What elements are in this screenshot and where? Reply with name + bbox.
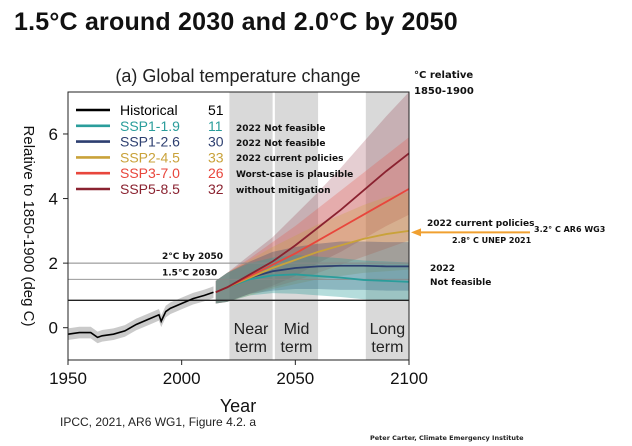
legend-note: 2022 Not feasible <box>236 139 326 149</box>
band-ssp585 <box>215 92 409 304</box>
legend-note: Worst-case is plausible <box>236 170 353 180</box>
period-label-top: Near <box>234 321 269 338</box>
period-label-bottom: term <box>235 339 267 356</box>
band-ssp370 <box>215 137 409 304</box>
arrow-head-icon <box>411 228 421 237</box>
y-tick-label: 4 <box>49 190 58 209</box>
legend-count: 51 <box>208 102 224 118</box>
annotation-unep: 2.8° C UNEP 2021 <box>452 236 532 245</box>
corner-label-line1: °C relative <box>414 70 473 81</box>
x-tick-label: 2050 <box>276 369 314 388</box>
period-label-bottom: term <box>280 339 312 356</box>
reference-label: 1.5°C 2030 <box>162 268 217 278</box>
period-label-top: Mid <box>284 321 310 338</box>
x-axis-label: Year <box>220 396 256 416</box>
annotation-ar6: 3.2° C AR6 WG3 <box>534 225 605 234</box>
legend-note: without mitigation <box>236 186 330 196</box>
legend-name: SSP1-1.9 <box>120 118 180 134</box>
band-ssp245 <box>215 192 409 304</box>
period-label-top: Long <box>370 321 406 338</box>
annotation-not-feasible-year: 2022 <box>430 264 455 274</box>
legend-name: SSP5-8.5 <box>120 181 180 197</box>
legend-count: 26 <box>208 165 224 181</box>
period-band-2 <box>365 92 409 360</box>
y-tick-label: 6 <box>49 125 58 144</box>
legend-note: 2022 Not feasible <box>236 124 326 134</box>
chart-title: (a) Global temperature change <box>115 66 360 86</box>
annotation-current-policies: 2022 current policies <box>427 219 534 229</box>
credit-left: IPCC, 2021, AR6 WG1, Figure 4.2. a <box>60 415 256 429</box>
period-band-1 <box>274 92 319 360</box>
reference-label: 2°C by 2050 <box>162 252 223 262</box>
legend-count: 11 <box>208 118 223 134</box>
y-tick-label: 2 <box>49 254 58 273</box>
band-ssp126 <box>215 241 409 304</box>
x-tick-label: 2100 <box>390 369 428 388</box>
legend-count: 30 <box>208 134 224 150</box>
corner-label-line2: 1850-1900 <box>414 86 474 97</box>
credit-right: Peter Carter, Climate Emergency Institut… <box>370 434 524 442</box>
period-label-bottom: term <box>371 339 403 356</box>
legend-name: SSP3-7.0 <box>120 165 180 181</box>
legend-count: 33 <box>208 149 224 165</box>
annotation-not-feasible: Not feasible <box>430 278 491 288</box>
line-historical <box>67 291 214 339</box>
x-tick-label: 2000 <box>163 369 201 388</box>
legend-name: SSP2-4.5 <box>120 149 180 165</box>
period-band-0 <box>229 92 273 360</box>
y-tick-label: 0 <box>49 319 58 338</box>
band-historical <box>68 286 214 344</box>
legend-count: 32 <box>208 181 224 197</box>
plot-frame <box>67 91 410 361</box>
legend-note: 2022 current policies <box>236 154 343 164</box>
slide-title: 1.5°C around 2030 and 2.0°C by 2050 <box>14 8 458 36</box>
x-tick-label: 1950 <box>49 369 87 388</box>
legend-name: Historical <box>120 102 178 118</box>
legend-name: SSP1-2.6 <box>120 134 180 150</box>
y-axis-label: Relative to 1850-1900 (deg C) <box>20 126 37 327</box>
line-ssp585 <box>215 152 410 294</box>
